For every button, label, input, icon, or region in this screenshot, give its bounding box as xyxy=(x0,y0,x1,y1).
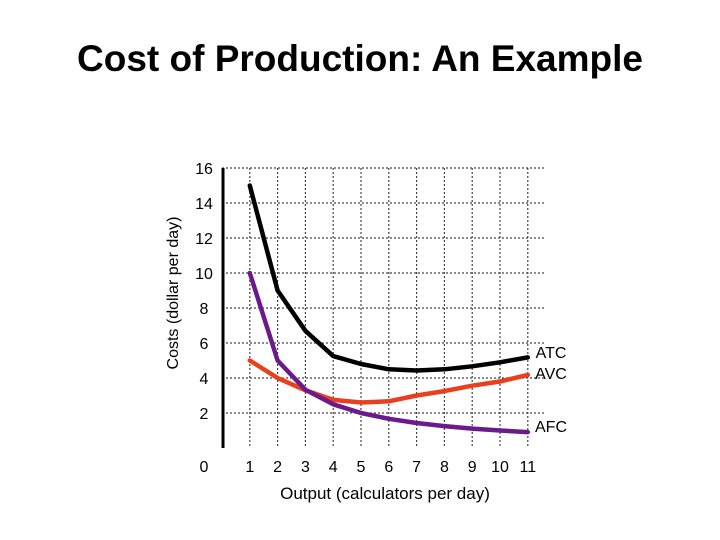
y-tick-label: 14 xyxy=(195,196,213,213)
x-tick-label: 1 xyxy=(245,459,254,476)
series-lines xyxy=(247,183,531,435)
y-tick-label: 4 xyxy=(200,371,209,388)
series-line-avc xyxy=(247,358,531,405)
y-tick-labels: 16 14 12 10 8 6 4 2 xyxy=(195,161,213,423)
y-tick-label: 16 xyxy=(195,161,213,178)
x-axis-label: Output (calculators per day) xyxy=(280,484,490,503)
x-tick-label: 3 xyxy=(301,459,310,476)
x-tick-label: 4 xyxy=(329,459,338,476)
series-label-afc: AFC xyxy=(535,419,567,436)
series-line-atc xyxy=(247,183,531,373)
x-tick-label: 0 xyxy=(200,459,209,476)
y-tick-label: 6 xyxy=(200,336,209,353)
x-tick-label: 9 xyxy=(468,459,477,476)
chart-title: Cost of Production: An Example xyxy=(77,38,643,79)
y-tick-label: 8 xyxy=(200,301,209,318)
y-tick-label: 12 xyxy=(195,231,213,248)
x-tick-label: 7 xyxy=(412,459,421,476)
y-tick-label: 10 xyxy=(195,266,213,283)
x-tick-label: 6 xyxy=(384,459,393,476)
series-label-avc: AVC xyxy=(535,366,567,383)
x-tick-label: 2 xyxy=(273,459,282,476)
series-line-afc xyxy=(247,270,531,435)
y-tick-label: 2 xyxy=(200,406,209,423)
y-axis-label: Costs (dollar per day) xyxy=(165,217,182,370)
series-label-atc: ATC xyxy=(536,345,567,362)
x-tick-label: 8 xyxy=(440,459,449,476)
grid-lines xyxy=(222,167,545,448)
x-tick-label: 10 xyxy=(491,459,509,476)
x-tick-label: 5 xyxy=(357,459,366,476)
x-tick-labels: 0 1 2 3 4 5 6 7 8 9 10 11 xyxy=(200,459,537,476)
x-tick-label: 11 xyxy=(519,459,536,476)
series-labels: ATC AVC AFC xyxy=(535,345,567,436)
